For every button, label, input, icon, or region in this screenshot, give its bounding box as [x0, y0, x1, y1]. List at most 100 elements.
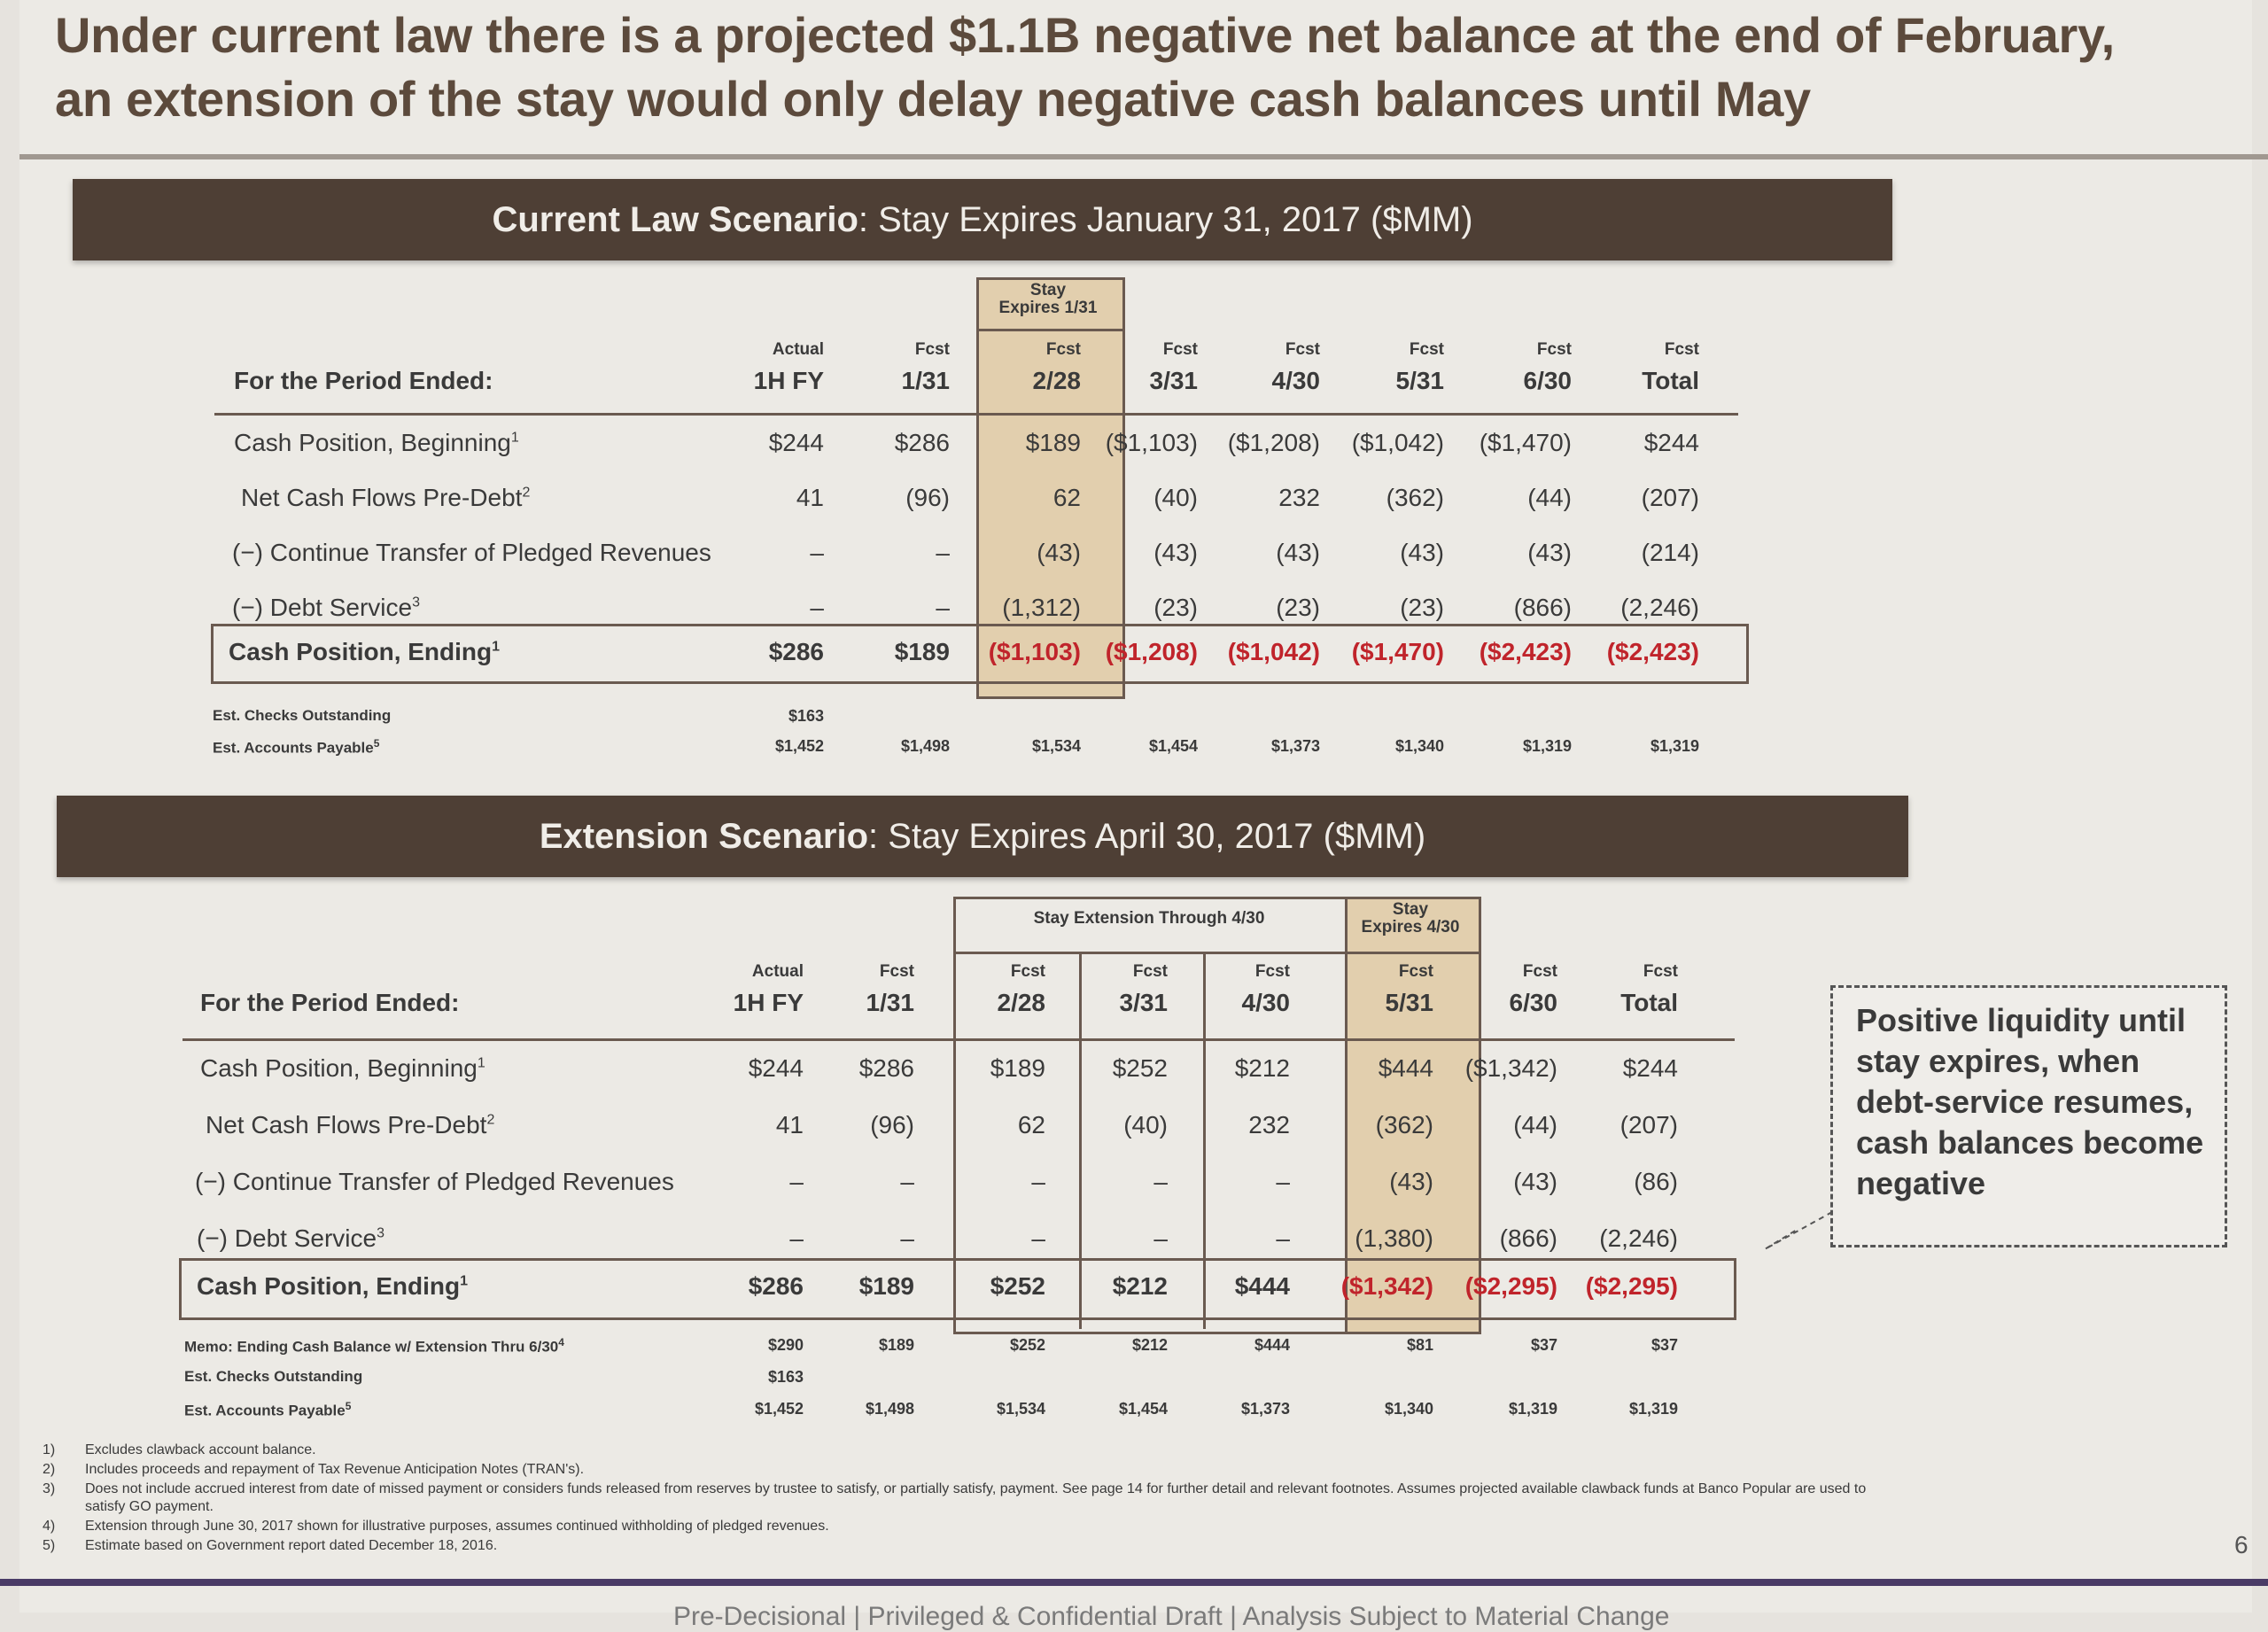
column-header: 6/30: [1523, 367, 1573, 394]
table-cell: (23): [1153, 594, 1198, 621]
banner-bold: Current Law Scenario: [492, 200, 858, 239]
memo-cell: $1,319: [1522, 737, 1572, 755]
column-header: 3/31: [1149, 367, 1199, 394]
table-cell: –: [810, 539, 824, 566]
table-cell: (362): [1386, 484, 1444, 511]
stay-expires-highlight: [976, 277, 1125, 699]
current-law-banner: Current Law Scenario: Stay Expires Janua…: [73, 179, 1892, 260]
memo-label-text: Est. Checks Outstanding: [213, 707, 392, 724]
footnote-ref: 1: [492, 639, 501, 655]
row-label-text: (−) Continue Transfer of Pledged Revenue…: [232, 539, 711, 566]
table-cell: 232: [1278, 484, 1320, 511]
memo-cell: $1,498: [865, 1400, 914, 1418]
table-cell: ($1,042): [1351, 429, 1444, 456]
title-line-1: Under current law there is a projected $…: [55, 7, 2115, 63]
table-cell: 62: [1017, 1111, 1045, 1139]
memo-cell: $1,454: [1148, 737, 1198, 755]
column-header-top: Fcst: [1536, 340, 1572, 359]
footnote-ref: 3: [412, 595, 420, 610]
column-header-top: Fcst: [1045, 340, 1081, 359]
group-divider: [1203, 952, 1206, 1329]
column-header: 1H FY: [753, 367, 824, 394]
group-label: Stay Extension Through 4/30: [1033, 909, 1265, 928]
column-header-top: Fcst: [1285, 340, 1320, 359]
table-cell: –: [936, 594, 950, 621]
memo-label: Est. Accounts Payable5: [213, 737, 379, 758]
header-rule: [214, 413, 1738, 416]
column-header: 3/31: [1119, 989, 1169, 1016]
memo-cell: $37: [1651, 1336, 1678, 1354]
column-header: 2/28: [1032, 367, 1082, 394]
table-cell: –: [789, 1224, 804, 1252]
row-label: Net Cash Flows Pre-Debt2: [241, 484, 530, 512]
table-cell: (44): [1527, 484, 1572, 511]
table-cell: $189: [1025, 429, 1081, 456]
highlight-label-1: Stay: [1392, 900, 1429, 919]
table-cell: (1,312): [1002, 594, 1081, 621]
footnote-ref: 4: [558, 1336, 564, 1348]
column-header-top: Actual: [772, 340, 824, 359]
memo-label: Memo: Ending Cash Balance w/ Extension T…: [184, 1336, 564, 1356]
table-cell: (96): [905, 484, 950, 511]
footnote-ref: 1: [510, 430, 519, 446]
ending-cell: ($2,295): [1585, 1272, 1678, 1300]
table-cell: (43): [1153, 539, 1198, 566]
table-cell: (23): [1276, 594, 1320, 621]
row-label-text: Net Cash Flows Pre-Debt: [206, 1111, 487, 1139]
ending-cell: $212: [1112, 1272, 1168, 1300]
row-label-text: Net Cash Flows Pre-Debt: [241, 484, 523, 511]
column-header-top: Fcst: [1409, 340, 1444, 359]
memo-cell: $81: [1406, 1336, 1433, 1354]
highlight-label-2: Expires 1/31: [998, 299, 1098, 317]
column-header: Total: [1620, 989, 1678, 1016]
ending-row-box: [211, 624, 1749, 684]
row-label: Net Cash Flows Pre-Debt2: [206, 1111, 494, 1139]
table-cell: $244: [768, 429, 824, 456]
column-header-top: Fcst: [1664, 340, 1699, 359]
footnote-ref: 3: [377, 1225, 384, 1241]
column-header: 6/30: [1509, 989, 1558, 1016]
ending-cell: $189: [858, 1272, 914, 1300]
table-cell: (207): [1641, 484, 1699, 511]
table-cell: –: [1153, 1168, 1168, 1195]
period-label: For the Period Ended:: [200, 989, 460, 1016]
column-header: 5/31: [1385, 989, 1434, 1016]
row-label: Cash Position, Beginning1: [200, 1054, 485, 1083]
memo-label-text: Memo: Ending Cash Balance w/ Extension T…: [184, 1338, 559, 1356]
ending-cell: ($2,423): [1479, 638, 1572, 665]
ending-cell: ($1,042): [1227, 638, 1320, 665]
callout-box: Positive liquidity until stay expires, w…: [1830, 985, 2227, 1247]
row-label-text: Cash Position, Ending: [229, 638, 493, 665]
table-cell: $244: [748, 1054, 804, 1082]
footnote-number: 1): [43, 1442, 56, 1457]
callout-text: Positive liquidity until stay expires, w…: [1856, 1002, 2204, 1201]
footnote-ref: 1: [477, 1055, 485, 1071]
footnote-ref: 2: [486, 1112, 495, 1128]
ending-cell: ($1,103): [988, 638, 1081, 665]
highlight-label-1: Stay: [1029, 281, 1067, 299]
ending-cell: $286: [748, 1272, 804, 1300]
slide: Under current law there is a projected $…: [19, 0, 2268, 1613]
table-cell: (1,380): [1355, 1224, 1433, 1252]
table-cell: (40): [1153, 484, 1198, 511]
row-label-text: Cash Position, Ending: [197, 1272, 461, 1300]
ending-cell: ($2,295): [1464, 1272, 1557, 1300]
memo-cell: $1,452: [774, 737, 824, 755]
column-header-top: Fcst: [1162, 340, 1198, 359]
ending-cell: ($1,342): [1340, 1272, 1433, 1300]
confidentiality-notice: Pre-Decisional | Privileged & Confidenti…: [673, 1602, 1670, 1631]
title-divider: [19, 154, 2268, 159]
table-cell: –: [1276, 1224, 1290, 1252]
extension-banner: Extension Scenario: Stay Expires April 3…: [57, 796, 1908, 877]
memo-cell: $163: [767, 1368, 804, 1386]
column-header: 5/31: [1395, 367, 1445, 394]
current-law-table: Stay Expires 1/31 Actual 1H FY Fcst 1/31 Fcst 2…: [19, 0, 2252, 780]
column-header-top: Fcst: [879, 962, 914, 981]
header-rule: [183, 1038, 1735, 1041]
footnote-text: Estimate based on Government report date…: [85, 1538, 498, 1553]
memo-label-text: Est. Checks Outstanding: [184, 1368, 363, 1385]
memo-cell: $290: [767, 1336, 804, 1354]
table-cell: 62: [1052, 484, 1081, 511]
footnote-ref: 5: [345, 1400, 352, 1412]
row-label: (−) Debt Service3: [197, 1224, 384, 1253]
